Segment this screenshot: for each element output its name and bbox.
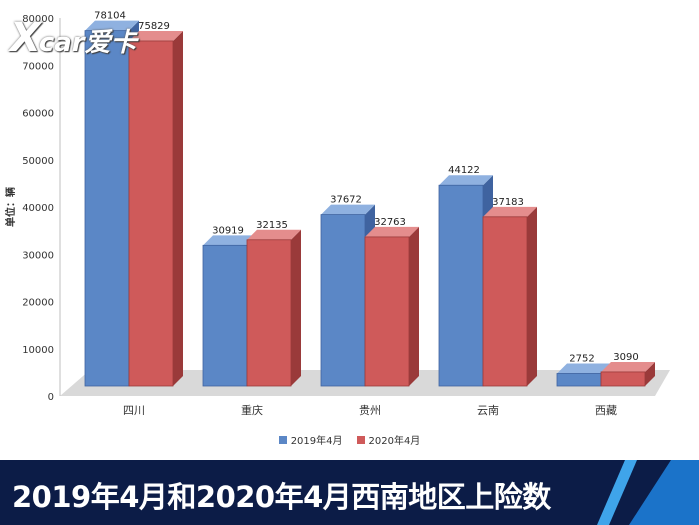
x-tick-label: 西藏 bbox=[595, 404, 617, 417]
bar-top bbox=[557, 363, 611, 374]
bar bbox=[246, 239, 292, 387]
logo-text: car爱卡 bbox=[38, 28, 137, 58]
data-label: 37672 bbox=[330, 195, 362, 206]
data-label: 30919 bbox=[212, 225, 244, 236]
x-tick-label: 重庆 bbox=[241, 403, 263, 417]
bar-top bbox=[601, 361, 655, 372]
bar-top bbox=[129, 30, 183, 41]
bar-top bbox=[365, 226, 419, 237]
legend-item-2019: 2019年4月 bbox=[278, 432, 343, 447]
banner-stripe-accent bbox=[629, 460, 699, 525]
data-label: 2752 bbox=[569, 353, 594, 364]
bar bbox=[320, 214, 366, 387]
x-tick-label: 四川 bbox=[123, 404, 145, 417]
title-banner: 2019年4月和2020年4月西南地区上险数 bbox=[0, 460, 699, 525]
y-tick-label: 0 bbox=[48, 392, 54, 403]
legend-swatch-2020 bbox=[356, 435, 365, 444]
xcar-logo: X car爱卡 bbox=[10, 18, 137, 58]
bar-top bbox=[85, 20, 139, 31]
data-label: 37183 bbox=[492, 197, 524, 208]
bar bbox=[600, 371, 646, 387]
bar bbox=[556, 373, 602, 387]
bar bbox=[128, 40, 174, 387]
x-tick-label: 云南 bbox=[477, 404, 499, 417]
bar-top bbox=[439, 175, 493, 186]
y-tick-label: 80000 bbox=[22, 14, 54, 25]
bar-top bbox=[247, 229, 301, 240]
bar-top bbox=[483, 206, 537, 217]
logo-mark: X bbox=[10, 15, 41, 61]
bar bbox=[482, 216, 528, 387]
legend-swatch-2019 bbox=[278, 435, 287, 444]
chart-legend: 2019年4月 2020年4月 bbox=[0, 432, 699, 447]
y-tick-label: 10000 bbox=[22, 345, 54, 356]
bar-side bbox=[645, 361, 655, 386]
bar-side bbox=[173, 30, 183, 386]
bar bbox=[84, 30, 130, 387]
y-tick-label: 60000 bbox=[22, 109, 54, 120]
y-tick-label: 30000 bbox=[22, 250, 54, 261]
data-label: 78104 bbox=[94, 11, 126, 22]
y-tick-label: 40000 bbox=[22, 203, 54, 214]
bar-side bbox=[527, 206, 537, 386]
bar bbox=[438, 184, 484, 387]
x-tick-label: 贵州 bbox=[359, 404, 381, 417]
data-label: 3090 bbox=[613, 352, 638, 363]
bar-top bbox=[321, 204, 375, 215]
banner-stripe bbox=[597, 460, 637, 525]
data-label: 32135 bbox=[256, 220, 288, 231]
bar bbox=[364, 236, 410, 387]
y-axis-title: 单位：辆 bbox=[4, 187, 17, 227]
bar-side bbox=[291, 229, 301, 386]
bar bbox=[202, 244, 248, 387]
legend-label-2019: 2019年4月 bbox=[290, 436, 343, 447]
bar-chart: 0 10000 20000 30000 40000 50000 60000 70000 8000… bbox=[4, 11, 670, 417]
legend-item-2020: 2020年4月 bbox=[356, 432, 421, 447]
bar-top bbox=[203, 235, 257, 246]
bar-side bbox=[409, 226, 419, 386]
banner-title: 2019年4月和2020年4月西南地区上险数 bbox=[12, 480, 551, 514]
y-tick-label: 70000 bbox=[22, 61, 54, 72]
data-label: 32763 bbox=[374, 217, 406, 228]
data-label: 44122 bbox=[448, 165, 480, 176]
y-tick-label: 20000 bbox=[22, 298, 54, 309]
y-tick-label: 50000 bbox=[22, 156, 54, 167]
legend-label-2020: 2020年4月 bbox=[368, 436, 421, 447]
data-label: 75829 bbox=[138, 21, 170, 32]
